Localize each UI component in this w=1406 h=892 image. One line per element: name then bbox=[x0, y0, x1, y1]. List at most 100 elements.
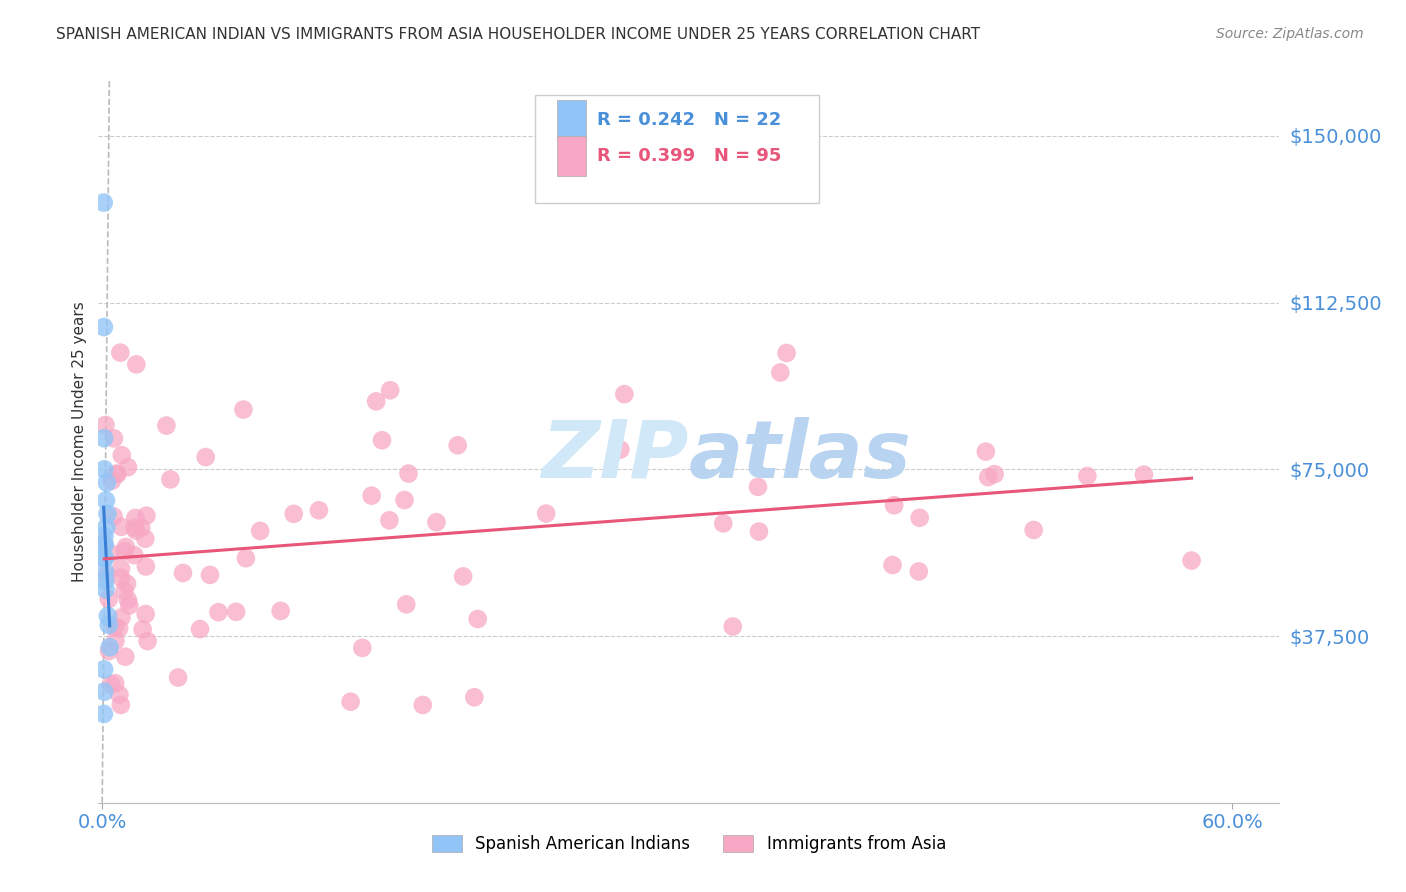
Point bbox=[883, 498, 905, 512]
Point bbox=[135, 508, 157, 523]
Text: SPANISH AMERICAN INDIAN VS IMMIGRANTS FROM ASIA HOUSEHOLDER INCOME UNDER 25 YEAR: SPANISH AMERICAN INDIAN VS IMMIGRANTS FR… bbox=[56, 27, 980, 42]
Point bbox=[366, 394, 388, 409]
Point bbox=[112, 583, 135, 598]
Point bbox=[93, 551, 115, 566]
Point bbox=[775, 346, 797, 360]
Point bbox=[447, 438, 470, 452]
Point bbox=[110, 610, 132, 624]
Point bbox=[124, 511, 146, 525]
Legend: Spanish American Indians, Immigrants from Asia: Spanish American Indians, Immigrants fro… bbox=[425, 828, 953, 860]
Point bbox=[225, 605, 247, 619]
Point bbox=[352, 640, 374, 655]
Point bbox=[135, 559, 157, 574]
Point bbox=[93, 195, 115, 210]
Point bbox=[747, 480, 769, 494]
Point bbox=[117, 592, 139, 607]
Point bbox=[1133, 467, 1156, 482]
Point bbox=[232, 402, 254, 417]
Point bbox=[96, 507, 118, 521]
Point bbox=[360, 489, 382, 503]
Point bbox=[135, 607, 157, 621]
Point bbox=[908, 510, 931, 524]
Text: R = 0.399   N = 95: R = 0.399 N = 95 bbox=[596, 147, 782, 165]
Point bbox=[1180, 553, 1202, 567]
Point bbox=[451, 569, 474, 583]
Point bbox=[118, 599, 141, 613]
Text: ZIP: ZIP bbox=[541, 417, 689, 495]
Point bbox=[93, 431, 115, 445]
Point bbox=[1022, 523, 1045, 537]
Point bbox=[94, 574, 117, 588]
Point bbox=[93, 538, 115, 552]
Point bbox=[467, 612, 489, 626]
Point bbox=[93, 706, 115, 721]
Point bbox=[110, 520, 132, 534]
Point bbox=[98, 644, 121, 658]
Point bbox=[882, 558, 904, 572]
Text: Source: ZipAtlas.com: Source: ZipAtlas.com bbox=[1216, 27, 1364, 41]
Point bbox=[108, 621, 131, 635]
Point bbox=[1076, 469, 1098, 483]
Point bbox=[159, 472, 181, 486]
Point bbox=[93, 529, 115, 543]
Point bbox=[378, 513, 401, 527]
Point bbox=[125, 524, 148, 538]
Point bbox=[97, 609, 120, 624]
Point bbox=[101, 474, 124, 488]
Point bbox=[188, 622, 211, 636]
Point bbox=[308, 503, 330, 517]
FancyBboxPatch shape bbox=[536, 95, 818, 203]
Point bbox=[136, 634, 159, 648]
Point bbox=[107, 467, 129, 482]
Point bbox=[115, 576, 138, 591]
Y-axis label: Householder Income Under 25 years: Householder Income Under 25 years bbox=[72, 301, 87, 582]
Text: atlas: atlas bbox=[689, 417, 911, 495]
Point bbox=[155, 418, 177, 433]
Point bbox=[721, 619, 744, 633]
Point bbox=[104, 676, 127, 690]
Point bbox=[110, 561, 132, 575]
Point bbox=[117, 460, 139, 475]
Point bbox=[977, 470, 1000, 484]
Point bbox=[398, 467, 420, 481]
Point bbox=[134, 532, 156, 546]
Point bbox=[122, 548, 145, 562]
Point bbox=[94, 582, 117, 597]
Point bbox=[93, 662, 115, 676]
Point bbox=[380, 384, 402, 398]
Point bbox=[93, 536, 115, 550]
Point bbox=[769, 366, 792, 380]
Point bbox=[908, 565, 931, 579]
Point bbox=[111, 448, 134, 462]
Point bbox=[110, 571, 132, 585]
Point bbox=[339, 695, 361, 709]
Point bbox=[463, 690, 485, 705]
Point bbox=[395, 598, 418, 612]
Point bbox=[96, 568, 118, 582]
Point bbox=[198, 567, 221, 582]
Point bbox=[96, 475, 118, 490]
Point bbox=[103, 431, 125, 445]
Point bbox=[110, 698, 132, 712]
Point bbox=[983, 467, 1005, 482]
Point bbox=[371, 434, 394, 448]
Point bbox=[93, 462, 115, 476]
Point bbox=[283, 507, 305, 521]
Point bbox=[207, 605, 229, 619]
Point bbox=[93, 538, 115, 552]
Point bbox=[270, 604, 292, 618]
Point bbox=[100, 546, 122, 560]
Point bbox=[104, 633, 127, 648]
Point bbox=[534, 507, 557, 521]
Point bbox=[124, 520, 146, 534]
Point bbox=[249, 524, 271, 538]
Point bbox=[94, 417, 117, 432]
Point bbox=[94, 493, 117, 508]
FancyBboxPatch shape bbox=[557, 136, 586, 176]
Point bbox=[94, 551, 117, 566]
Point bbox=[93, 320, 115, 334]
Point bbox=[100, 677, 122, 691]
Point bbox=[235, 551, 257, 566]
Point bbox=[105, 467, 128, 481]
Point bbox=[711, 516, 734, 531]
